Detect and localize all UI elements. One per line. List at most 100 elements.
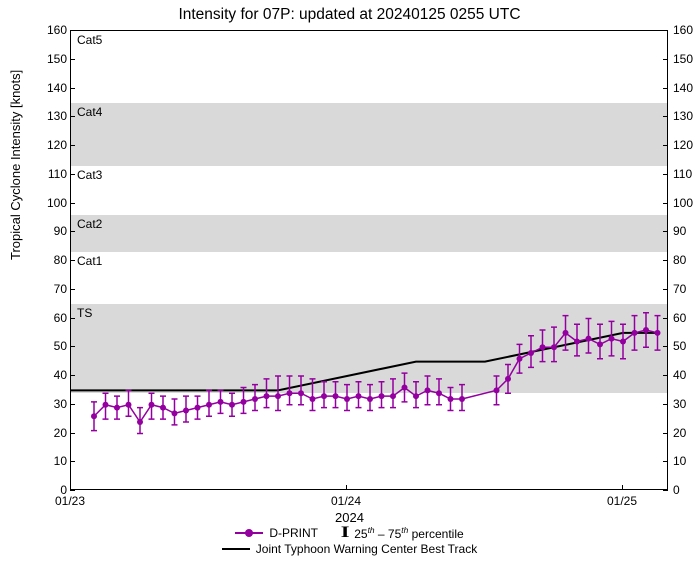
y-tick-label: 20	[54, 426, 67, 440]
dprint-point	[183, 396, 189, 422]
dprint-point	[126, 390, 132, 416]
y-tick-label: 50	[673, 339, 686, 353]
dprint-point	[632, 316, 638, 351]
y-axis-label: Tropical Cyclone Intensity [knots]	[8, 70, 23, 260]
y-tick-label: 140	[47, 81, 67, 95]
y-tick-label: 160	[47, 23, 67, 37]
dprint-point	[540, 330, 546, 362]
dprint-point	[459, 385, 465, 411]
best-track-line	[71, 333, 658, 391]
legend-btrack-label: Joint Typhoon Warning Center Best Track	[256, 542, 477, 556]
y-tick-label: 80	[54, 253, 67, 267]
intensity-chart: Intensity for 07P: updated at 20240125 0…	[0, 0, 699, 571]
dprint-marker-icon	[235, 526, 263, 540]
dprint-point	[574, 324, 580, 356]
y-tick-label: 30	[673, 397, 686, 411]
legend-dprint: D-PRINT	[235, 526, 318, 540]
dprint-point	[206, 390, 212, 416]
y-tick-label: 70	[673, 282, 686, 296]
x-tick-label: 01/23	[55, 494, 85, 508]
category-label: Cat5	[77, 33, 102, 47]
dprint-point	[333, 382, 339, 408]
dprint-point	[287, 376, 293, 405]
data-layer	[71, 31, 669, 491]
y-tick-label: 100	[673, 196, 693, 210]
dprint-point	[413, 382, 419, 408]
y-tick-label: 10	[54, 454, 67, 468]
y-tick-label: 60	[54, 311, 67, 325]
dprint-point	[103, 393, 109, 419]
dprint-point	[505, 365, 511, 394]
dprint-point	[218, 390, 224, 413]
dprint-point	[655, 316, 661, 351]
dprint-point	[321, 382, 327, 408]
y-tick-label: 0	[673, 483, 680, 497]
y-tick-label: 80	[673, 253, 686, 267]
dprint-point	[436, 379, 442, 405]
category-label: TS	[77, 306, 92, 320]
dprint-point	[643, 313, 649, 348]
dprint-point	[448, 388, 454, 411]
category-label: Cat3	[77, 168, 102, 182]
chart-title: Intensity for 07P: updated at 20240125 0…	[0, 6, 699, 24]
dprint-point	[114, 396, 120, 419]
dprint-point	[367, 385, 373, 411]
legend-dprint-label: D-PRINT	[269, 526, 318, 540]
legend-btrack: Joint Typhoon Warning Center Best Track	[222, 542, 477, 556]
dprint-point	[137, 408, 143, 434]
dprint-point	[586, 319, 592, 354]
category-label: Cat4	[77, 105, 102, 119]
dprint-point	[609, 321, 615, 356]
dprint-point	[91, 402, 97, 431]
dprint-point	[597, 324, 603, 359]
dprint-point	[390, 379, 396, 408]
y-tick-label: 150	[673, 52, 693, 66]
dprint-point	[195, 396, 201, 419]
dprint-point	[275, 376, 281, 411]
dprint-point	[298, 376, 304, 405]
plot-area: TS Cat1 Cat2 Cat3 Cat4 Cat5	[70, 30, 668, 490]
y-tick-label: 110	[673, 167, 692, 181]
y-tick-label: 10	[673, 454, 686, 468]
dprint-point	[620, 324, 626, 359]
dprint-point	[160, 396, 166, 419]
btrack-line-icon	[222, 548, 250, 550]
x-axis-label: 2024	[0, 510, 699, 525]
legend: D-PRINT I 25th – 75th percentile Joint T…	[0, 524, 699, 556]
category-label: Cat1	[77, 254, 102, 268]
category-label: Cat2	[77, 217, 102, 231]
dprint-point	[252, 385, 258, 411]
y-tick-label: 120	[47, 138, 67, 152]
x-tick-label: 01/24	[331, 494, 361, 508]
dprint-point	[402, 373, 408, 402]
dprint-point	[356, 382, 362, 408]
y-tick-label: 90	[54, 224, 67, 238]
y-tick-label: 90	[673, 224, 686, 238]
legend-percentile: I 25th – 75th percentile	[342, 524, 464, 542]
dprint-point	[264, 379, 270, 408]
dprint-point	[379, 382, 385, 408]
x-tick-label: 01/25	[607, 494, 637, 508]
y-tick-label: 150	[47, 52, 67, 66]
dprint-point	[517, 344, 523, 373]
y-tick-label: 50	[54, 339, 67, 353]
dprint-point	[528, 336, 534, 368]
dprint-point	[494, 376, 500, 405]
y-tick-label: 130	[673, 109, 693, 123]
dprint-point	[241, 388, 247, 414]
y-tick-label: 120	[673, 138, 693, 152]
legend-percentile-label: 25th – 75th percentile	[354, 525, 463, 541]
dprint-point	[172, 399, 178, 425]
y-tick-label: 70	[54, 282, 67, 296]
errorbar-icon: I	[341, 524, 350, 542]
dprint-point	[229, 393, 235, 416]
y-tick-label: 30	[54, 397, 67, 411]
y-tick-label: 20	[673, 426, 686, 440]
y-tick-label: 60	[673, 311, 686, 325]
y-tick-label: 160	[673, 23, 693, 37]
y-tick-label: 140	[673, 81, 693, 95]
dprint-point	[425, 376, 431, 405]
y-tick-label: 40	[54, 368, 67, 382]
dprint-point	[149, 393, 155, 419]
y-tick-label: 130	[47, 109, 67, 123]
